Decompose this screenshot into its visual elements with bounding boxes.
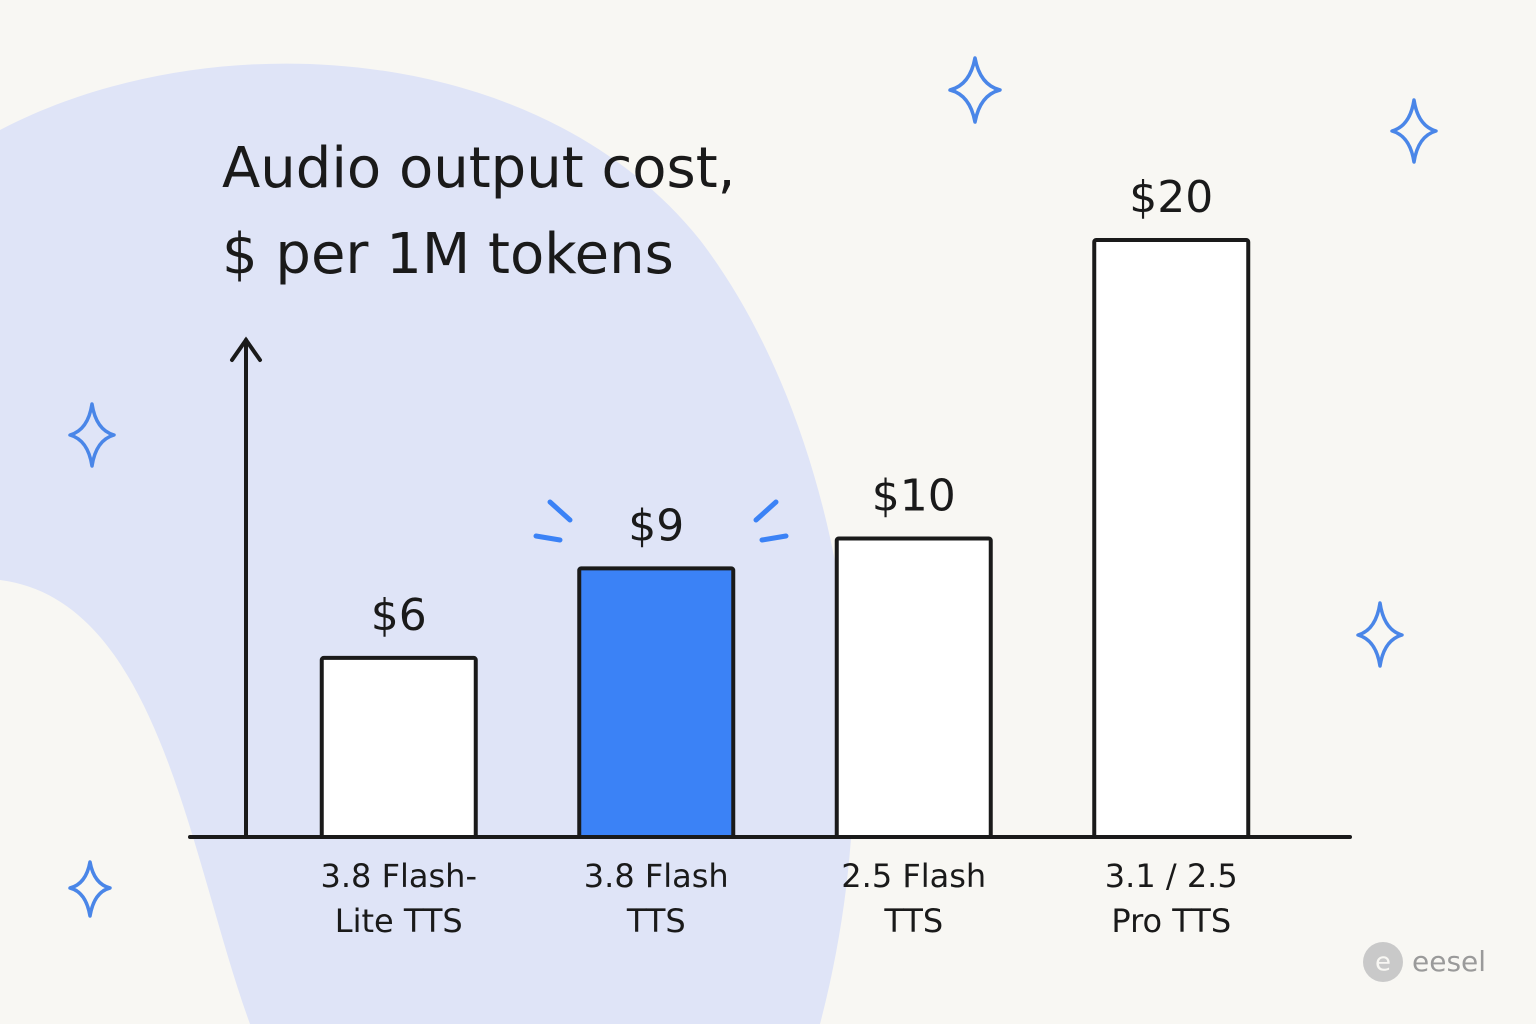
- sparkle: [1390, 98, 1438, 164]
- sparkle: [68, 402, 116, 468]
- x-tick-label-line: 3.8 Flash: [584, 857, 729, 895]
- x-tick-label: 2.5 Flash TTS: [841, 857, 986, 940]
- chart-title: Audio output cost,: [222, 136, 735, 201]
- x-tick-label-line: 3.1 / 2.5: [1105, 857, 1238, 895]
- burst-line: [547, 499, 573, 523]
- value-label: $10: [872, 471, 956, 522]
- burst-line: [533, 533, 563, 543]
- value-label: $9: [628, 500, 684, 551]
- y-axis-arrow: [230, 336, 262, 362]
- x-tick-label: 3.1 / 2.5 Pro TTS: [1105, 857, 1238, 940]
- x-tick-label-line: 2.5 Flash: [841, 857, 986, 895]
- x-tick-label-line: TTS: [626, 902, 686, 940]
- x-tick-label-line: TTS: [883, 902, 943, 940]
- bar: [1092, 238, 1251, 839]
- logo-icon-letter: e: [1375, 948, 1391, 978]
- x-tick-label-line: Lite TTS: [335, 902, 463, 940]
- bar: [319, 655, 478, 840]
- sparkle: [948, 56, 1002, 124]
- value-label: $20: [1129, 172, 1213, 223]
- burst-line: [753, 499, 779, 523]
- x-tick-label: 3.8 Flash- Lite TTS: [321, 857, 477, 940]
- burst-line: [759, 533, 789, 543]
- bar: [577, 566, 736, 839]
- x-tick-label: 3.8 Flash TTS: [584, 857, 729, 940]
- x-tick-label-line: Pro TTS: [1111, 902, 1231, 940]
- x-tick-label-line: 3.8 Flash-: [321, 857, 477, 895]
- brand-name: eesel: [1412, 945, 1486, 978]
- sparkle: [1356, 601, 1404, 668]
- value-label: $6: [371, 590, 427, 641]
- logo-icon: [1363, 942, 1403, 982]
- logo: e eesel: [1363, 942, 1486, 982]
- chart-subtitle: $ per 1M tokens: [222, 222, 674, 287]
- bar: [834, 536, 993, 839]
- sparkles: [68, 56, 1438, 918]
- sparkle: [68, 860, 112, 918]
- highlight-burst: [533, 499, 789, 543]
